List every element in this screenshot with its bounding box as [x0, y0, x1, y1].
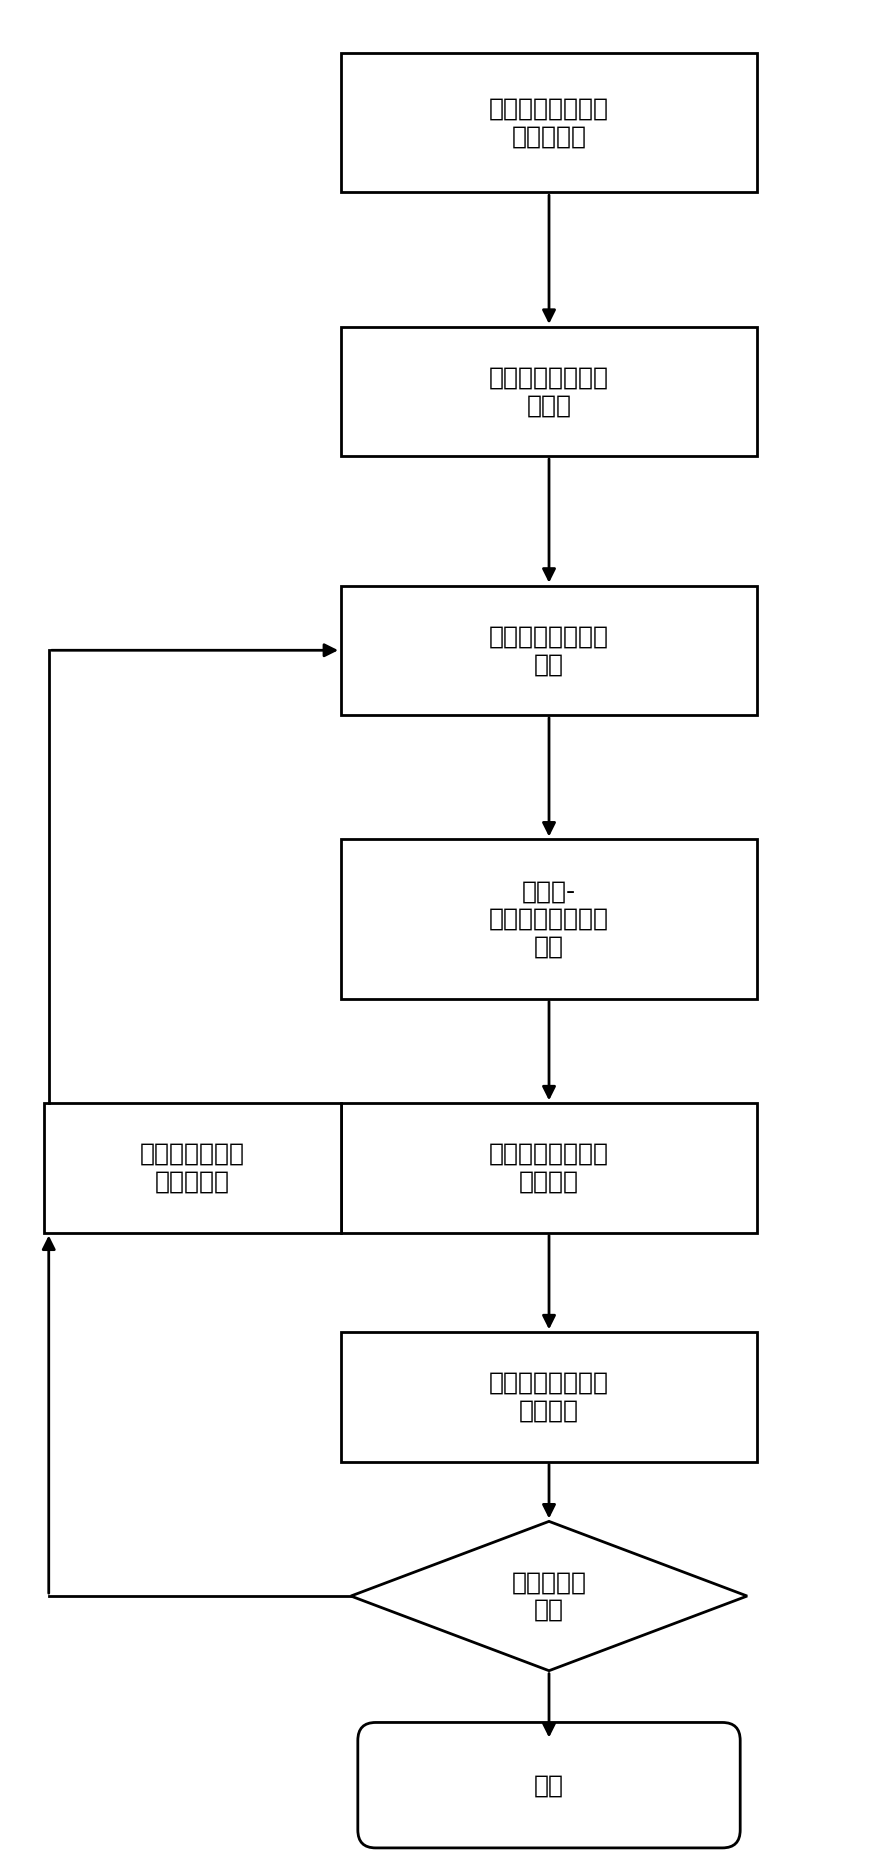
- Polygon shape: [351, 1521, 747, 1671]
- Text: 重新修正模型中
的已知参数: 重新修正模型中 的已知参数: [140, 1142, 244, 1194]
- Text: 建立连续体机器人
运动学模型: 建立连续体机器人 运动学模型: [489, 97, 609, 148]
- FancyBboxPatch shape: [44, 1103, 341, 1234]
- FancyBboxPatch shape: [341, 327, 757, 456]
- FancyBboxPatch shape: [341, 839, 757, 998]
- Text: 建立机器人静力学
模型: 建立机器人静力学 模型: [489, 624, 609, 677]
- FancyBboxPatch shape: [341, 1333, 757, 1462]
- FancyBboxPatch shape: [341, 585, 757, 716]
- Text: 结束: 结束: [534, 1774, 564, 1798]
- FancyBboxPatch shape: [341, 52, 757, 193]
- FancyBboxPatch shape: [357, 1723, 741, 1848]
- Text: 连续体机器人驱动
误差补偿: 连续体机器人驱动 误差补偿: [489, 1372, 609, 1422]
- Text: 建立绳-
轮传动系统力传递
模型: 建立绳- 轮传动系统力传递 模型: [489, 878, 609, 959]
- Text: 机器人雅克比矩阵
的求解: 机器人雅克比矩阵 的求解: [489, 366, 609, 417]
- Text: 精度满足要
求？: 精度满足要 求？: [511, 1570, 587, 1622]
- FancyBboxPatch shape: [341, 1103, 757, 1234]
- Text: 求解机器人驱动绳
的伸长量: 求解机器人驱动绳 的伸长量: [489, 1142, 609, 1194]
